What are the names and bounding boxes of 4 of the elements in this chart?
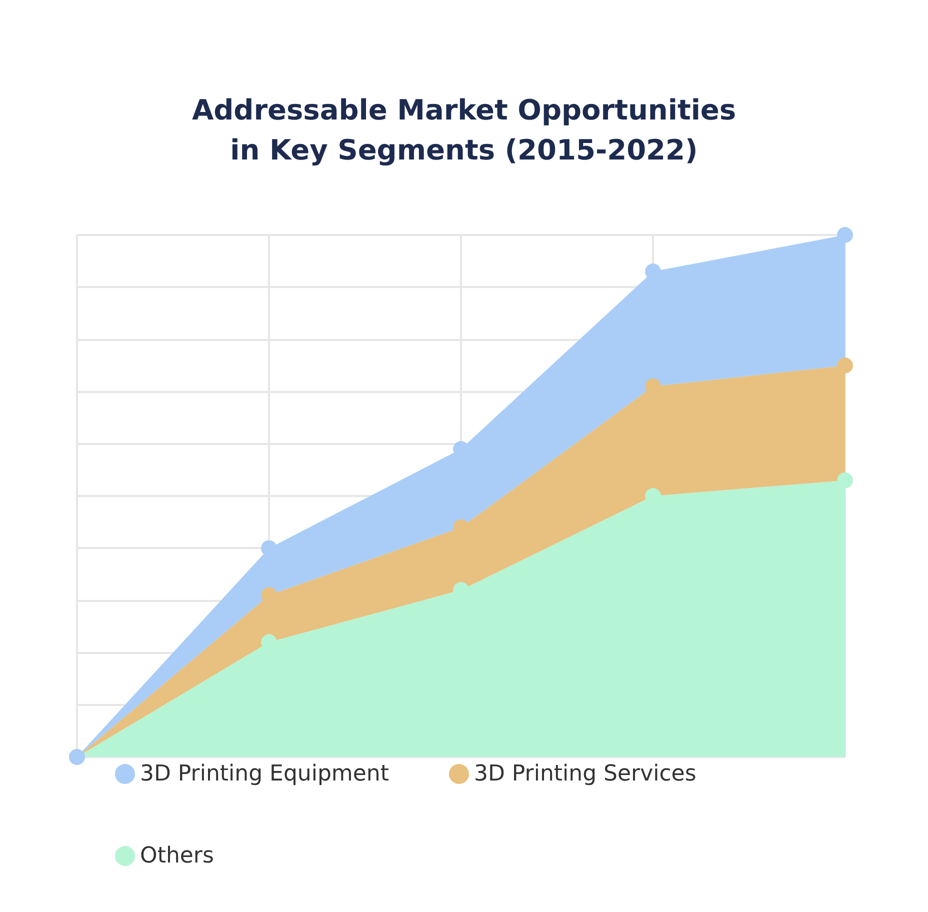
legend-label: 3D Printing Services <box>474 762 696 786</box>
chart-title: Addressable Market Opportunities in Key Segments (2015-2022) <box>192 94 736 166</box>
legend-label: 3D Printing Equipment <box>140 762 390 786</box>
legend-label: Others <box>140 844 214 868</box>
